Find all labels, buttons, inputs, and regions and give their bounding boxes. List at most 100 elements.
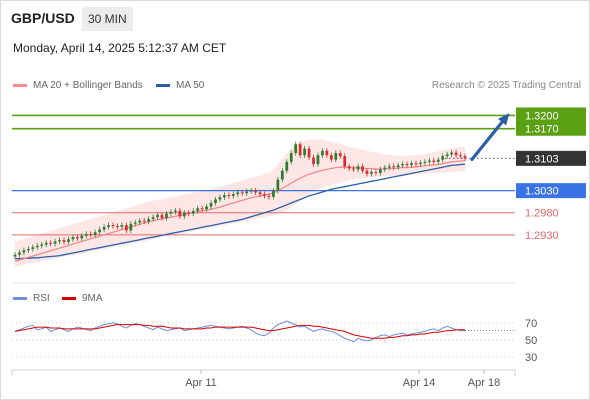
candle-body	[40, 244, 44, 246]
candle-body	[267, 195, 271, 197]
candle-body	[432, 160, 436, 162]
candle	[410, 160, 413, 168]
candle-body	[58, 240, 61, 242]
candle	[102, 224, 106, 233]
legend-swatch-rsi	[13, 297, 27, 300]
legend-rsi-ma: 9MA	[62, 293, 103, 304]
candle-body	[423, 161, 427, 163]
candle-body	[263, 194, 266, 196]
candle	[205, 203, 208, 212]
candle-body	[365, 170, 369, 174]
candle	[200, 205, 204, 212]
candle-body	[338, 153, 342, 157]
candle-body	[307, 148, 311, 158]
candle	[160, 212, 164, 221]
candle	[276, 176, 280, 194]
legend-rsi-ma-label: 9MA	[82, 293, 103, 304]
candle	[67, 236, 70, 245]
candle-body	[414, 163, 418, 165]
forecast-arrow-shaft	[470, 116, 507, 161]
candle	[58, 237, 61, 245]
candle-body	[89, 233, 93, 235]
candle	[414, 160, 418, 167]
bollinger-bands	[15, 139, 465, 267]
candle-body	[378, 169, 382, 173]
candle-body	[84, 233, 88, 236]
candle	[321, 148, 324, 158]
candle-body	[93, 232, 97, 235]
candle	[129, 221, 133, 234]
candle-body	[450, 152, 454, 155]
target-2-label: 1.3200	[525, 110, 559, 122]
candle	[142, 218, 146, 225]
candle	[343, 153, 347, 169]
candle	[463, 153, 467, 162]
candle	[231, 191, 235, 199]
candle-body	[182, 212, 186, 217]
x-tick-label: Apr 14	[403, 377, 435, 389]
chart-header: GBP/USD 30 MIN	[0, 0, 590, 36]
candle-body	[107, 225, 110, 227]
candle	[35, 243, 39, 250]
candle	[89, 231, 93, 238]
candle-body	[35, 245, 39, 248]
candle	[280, 168, 284, 183]
candle-body	[396, 165, 400, 168]
candle	[325, 148, 329, 158]
candle	[187, 210, 191, 217]
candle	[191, 208, 195, 217]
candle	[240, 189, 244, 196]
symbol-title: GBP/USD	[11, 10, 75, 26]
legend-rsi-label: RSI	[33, 293, 50, 304]
forecast-arrow	[470, 113, 510, 161]
candle	[378, 166, 382, 176]
candle	[370, 169, 373, 177]
candle	[338, 150, 342, 159]
candle-body	[147, 218, 151, 222]
candle-body	[18, 252, 21, 255]
candle-body	[80, 235, 84, 239]
candle-body	[285, 161, 289, 171]
candle	[116, 223, 119, 230]
credit-text: Research © 2025 Trading Central	[431, 80, 581, 91]
candle-body	[120, 225, 124, 227]
x-tick-label: Apr 18	[468, 377, 500, 389]
candles	[13, 141, 467, 260]
candle	[71, 234, 75, 242]
bollinger-band-fill	[15, 139, 465, 267]
candle-body	[200, 208, 204, 210]
candle	[53, 238, 57, 247]
timeframe-button[interactable]: 30 MIN	[82, 7, 133, 31]
candle	[245, 188, 249, 196]
candle	[93, 229, 97, 238]
candle	[31, 244, 35, 252]
candle	[387, 163, 391, 171]
candle	[156, 212, 159, 220]
candle-body	[214, 199, 217, 204]
candle	[401, 161, 405, 169]
candle	[307, 145, 311, 161]
candle-body	[111, 225, 115, 227]
candle	[294, 141, 298, 156]
moving-averages	[14, 159, 466, 263]
rsi-panel: 70 50 30	[12, 282, 537, 364]
candle-body	[254, 190, 257, 193]
candle	[218, 194, 222, 203]
candle-body	[196, 208, 200, 211]
legend-rsi: RSI	[13, 293, 50, 304]
candle	[383, 164, 387, 173]
candle-body	[71, 237, 75, 240]
candle-body	[258, 192, 262, 195]
candle-body	[209, 203, 213, 207]
candle-body	[22, 250, 26, 253]
candle	[285, 159, 289, 174]
candle	[120, 222, 124, 230]
candle	[436, 157, 440, 165]
candle-body	[165, 213, 168, 219]
candle-body	[62, 240, 66, 242]
candle	[334, 150, 338, 163]
candle	[40, 241, 44, 249]
candle	[26, 246, 30, 253]
candle-body	[240, 192, 244, 194]
candle-body	[191, 210, 195, 214]
